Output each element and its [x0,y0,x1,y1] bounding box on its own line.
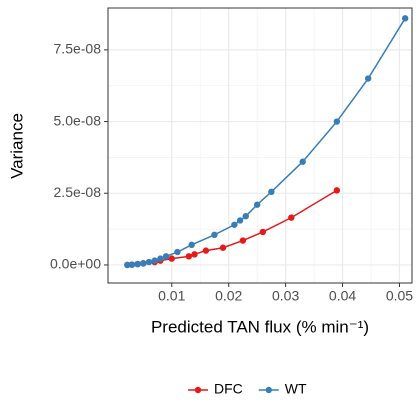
x-tick-label: 0.02 [215,288,242,304]
legend-label: WT [285,381,307,397]
x-tick-label: 0.04 [329,288,356,304]
y-tick-label: 5.0e-08 [54,112,102,128]
point [253,201,261,208]
y-tick-label: 2.5e-08 [54,184,102,200]
legend-label: DFC [214,381,243,397]
point [259,228,267,236]
point [185,253,193,260]
point [188,241,195,249]
point [162,253,170,260]
point [333,187,341,194]
point [268,188,275,196]
point [191,251,198,258]
point [174,248,181,256]
point [236,217,244,224]
point [202,247,210,254]
point [239,237,247,244]
point [242,212,249,220]
panel-border [107,7,413,284]
legend-key-point [265,386,272,394]
x-tick-label: 0.05 [386,288,413,304]
x-tick-label: 0.01 [158,288,185,304]
point [124,261,131,269]
point [211,231,218,239]
point [151,257,158,264]
point [145,258,153,266]
point [288,214,295,221]
legend-key-point [194,386,202,394]
point [219,244,227,251]
y-axis-title: Variance [7,113,26,179]
point [231,221,238,228]
y-tick-label: 7.5e-08 [54,41,102,57]
y-tick-label: 0.0e+00 [50,256,101,272]
point [401,15,409,22]
point [299,158,306,165]
point [364,75,372,82]
panel [108,8,412,283]
point [140,260,147,267]
point [333,118,341,125]
x-tick-label: 0.03 [272,288,299,304]
point [168,255,175,262]
point [134,260,141,268]
point [157,255,164,262]
point [128,261,136,268]
x-axis-title: Predicted TAN flux (% min⁻¹) [151,317,369,336]
